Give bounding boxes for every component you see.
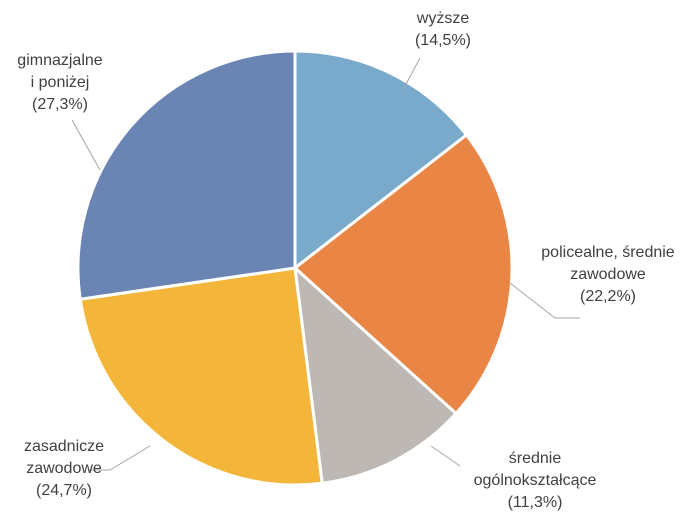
- slice-label-policealne-line2: zawodowe: [570, 266, 646, 283]
- slice-label-gimnazjalne-pct: (27,3%): [31, 96, 89, 113]
- slice-label-srednie-line1: średnie: [508, 450, 562, 467]
- slice-label-gimnazjalne: gimnazjalne i poniżej (27,3%): [2, 50, 118, 116]
- pie-slice-wyzsze: [293, 49, 468, 270]
- leader-line-gimnazjalne: [71, 119, 101, 171]
- pie-slice-zasadnicze: [78, 266, 324, 487]
- pie-slice-srednie: [293, 266, 458, 485]
- slice-label-wyzsze-line1: wyższe: [416, 10, 470, 27]
- leader-line-srednie: [430, 445, 461, 467]
- slice-label-srednie-pct: (11,3%): [507, 494, 563, 511]
- pie-slice-gimnazjalne: [76, 49, 297, 301]
- pie-slice-policealne: [293, 133, 514, 416]
- slice-label-wyzsze-pct: (14,5%): [414, 32, 472, 49]
- slice-label-zasadnicze-pct: (24,7%): [35, 482, 93, 499]
- slice-label-policealne-pct: (22,2%): [579, 288, 637, 305]
- leader-line-wyzsze: [403, 57, 421, 89]
- leader-line-policealne: [509, 282, 580, 319]
- slice-label-zasadnicze: zasadnicze zawodowe (24,7%): [14, 436, 114, 502]
- leader-line-zasadnicze: [88, 445, 151, 471]
- slice-label-zasadnicze-line2: zawodowe: [26, 460, 102, 477]
- slice-label-policealne: policealne, średnie zawodowe (22,2%): [528, 242, 688, 308]
- slice-label-wyzsze: wyższe (14,5%): [398, 8, 488, 52]
- slice-label-srednie-line2: ogólnokształcące: [473, 472, 597, 489]
- slice-label-gimnazjalne-line2: i poniżej: [30, 74, 90, 91]
- slice-label-srednie: średnie ogólnokształcące (11,3%): [460, 448, 610, 514]
- slice-label-zasadnicze-line1: zasadnicze: [23, 438, 105, 455]
- slice-label-policealne-line1: policealne, średnie: [541, 244, 675, 261]
- slice-label-gimnazjalne-line1: gimnazjalne: [17, 52, 103, 69]
